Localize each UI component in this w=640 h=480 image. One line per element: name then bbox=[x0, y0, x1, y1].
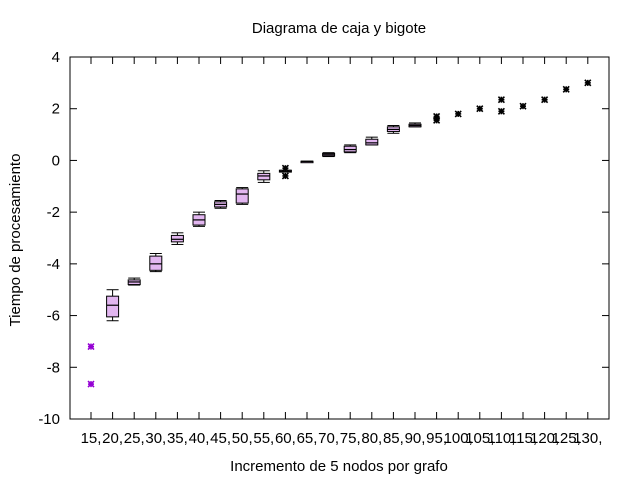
box-iqr bbox=[257, 172, 271, 181]
x-tick-label: 130, bbox=[573, 430, 602, 447]
x-tick-label: 110, bbox=[487, 430, 515, 447]
x-tick-label: 45, bbox=[210, 430, 231, 447]
x-tick-label: 65, bbox=[297, 430, 318, 447]
x-tick-label: 120, bbox=[530, 430, 559, 447]
y-tick-label: 0 bbox=[52, 152, 60, 169]
outlier-point bbox=[281, 172, 289, 180]
box-iqr bbox=[170, 234, 184, 243]
chart-title: Diagrama de caja y bigote bbox=[252, 20, 426, 37]
box-group bbox=[192, 211, 206, 227]
box-group bbox=[87, 343, 95, 388]
box-iqr bbox=[235, 188, 249, 204]
x-tick-label: 30, bbox=[145, 430, 166, 447]
outlier-point bbox=[87, 343, 95, 351]
x-tick-label: 90, bbox=[405, 430, 426, 447]
box-group bbox=[386, 125, 400, 134]
box-group bbox=[497, 96, 505, 115]
x-tick-label: 35, bbox=[167, 430, 188, 447]
outlier-point bbox=[562, 85, 570, 93]
x-tick-label: 55, bbox=[253, 430, 274, 447]
y-tick-label: 4 bbox=[52, 49, 60, 66]
x-axis: 15, 20, 25, 30, 35, 40, 45, 50, 55, 60, 65, 70, 75, 8… bbox=[81, 57, 602, 447]
box-group bbox=[322, 152, 336, 158]
box-group bbox=[106, 289, 120, 322]
outlier-point bbox=[433, 112, 441, 121]
x-tick-label: 85, bbox=[383, 430, 404, 447]
box-group bbox=[476, 105, 484, 113]
box-group bbox=[562, 85, 570, 93]
box-group bbox=[343, 144, 357, 154]
y-tick-label: -10 bbox=[38, 411, 60, 428]
outlier-point bbox=[519, 102, 527, 110]
box-group bbox=[257, 170, 271, 183]
box-group bbox=[541, 96, 549, 104]
x-tick-label: 20, bbox=[102, 430, 123, 447]
box-iqr bbox=[149, 255, 163, 271]
x-tick-label: 15, bbox=[81, 430, 102, 447]
x-tick-label: 95, bbox=[426, 430, 447, 447]
x-tick-label: 125, bbox=[552, 430, 581, 447]
y-tick-label: -6 bbox=[47, 308, 60, 325]
y-axis-label: Tiempo de procesamiento bbox=[7, 154, 24, 327]
box-group bbox=[433, 112, 441, 124]
x-tick-label: 105, bbox=[465, 430, 494, 447]
box-group bbox=[519, 102, 527, 110]
y-tick-label: 2 bbox=[52, 101, 60, 118]
box-group bbox=[454, 110, 462, 118]
box-group bbox=[170, 232, 184, 245]
box-group bbox=[300, 160, 314, 164]
outlier-point bbox=[497, 107, 505, 115]
outlier-point bbox=[87, 380, 95, 388]
box-group bbox=[584, 79, 592, 87]
y-tick-label: -4 bbox=[47, 256, 60, 273]
box-group bbox=[127, 277, 141, 286]
outlier-point bbox=[497, 96, 505, 104]
box-group bbox=[235, 187, 249, 205]
x-tick-label: 75, bbox=[340, 430, 361, 447]
box-iqr bbox=[106, 295, 120, 318]
plot-frame bbox=[69, 56, 610, 420]
y-tick-label: -8 bbox=[47, 359, 60, 376]
box-iqr bbox=[365, 138, 379, 146]
outlier-point bbox=[476, 105, 484, 113]
outlier-point bbox=[281, 164, 289, 172]
x-tick-label: 25, bbox=[124, 430, 145, 447]
outlier-point bbox=[541, 96, 549, 104]
y-axis: -10 -8 -6 -4 -2 0 2 4 bbox=[38, 49, 609, 428]
box-group bbox=[214, 200, 228, 209]
box-group bbox=[365, 136, 379, 146]
x-tick-label: 70, bbox=[318, 430, 339, 447]
x-tick-label: 100, bbox=[444, 430, 473, 447]
x-tick-label: 50, bbox=[232, 430, 253, 447]
box-group bbox=[408, 122, 422, 128]
box-group bbox=[149, 253, 163, 273]
x-tick-label: 115, bbox=[509, 430, 537, 447]
box-series bbox=[87, 79, 592, 388]
box-group bbox=[278, 164, 292, 180]
x-tick-label: 60, bbox=[275, 430, 296, 447]
outlier-point bbox=[454, 110, 462, 118]
x-axis-label: Incremento de 5 nodos por grafo bbox=[230, 458, 448, 475]
y-tick-label: -2 bbox=[47, 204, 60, 221]
x-tick-label: 40, bbox=[189, 430, 210, 447]
outlier-point bbox=[584, 79, 592, 87]
x-tick-label: 80, bbox=[361, 430, 382, 447]
